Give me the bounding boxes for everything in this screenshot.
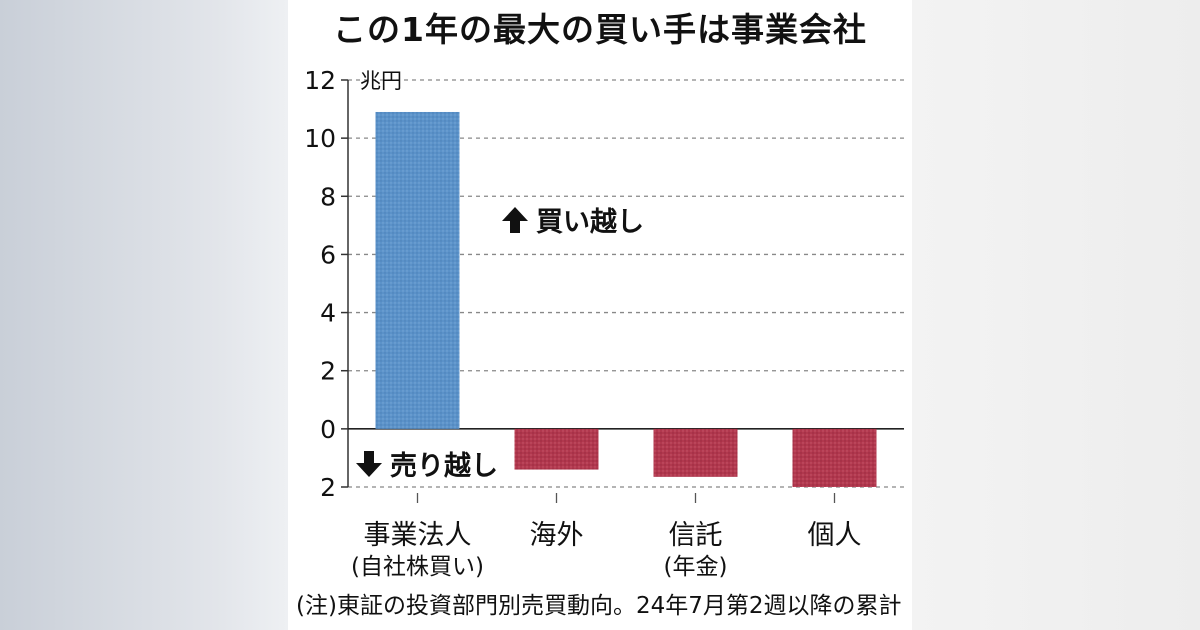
buy-annotation: 買い越し: [500, 205, 644, 240]
y-tick-label: 2: [320, 473, 336, 502]
y-tick-label: 4: [320, 299, 336, 328]
x-category-name: 個人: [807, 520, 862, 551]
buy-annotation-label: 買い越し: [536, 207, 644, 238]
bar-chart: 12 10 8 6 4 2 0 2 兆円: [304, 66, 904, 503]
x-category-name: 信託: [668, 520, 723, 551]
y-tick-label: 12: [304, 66, 336, 95]
x-category-sub: (自社株買い): [351, 554, 484, 580]
y-tick-label: 8: [320, 182, 336, 211]
bar-海外: [514, 428, 599, 470]
y-tick-label: 2: [320, 357, 336, 386]
chart-panel: この1年の最大の買い手は事業会社 12 10 8 6 4 2 0 2 兆円 買い越し 売り越し: [288, 0, 912, 630]
sell-annotation: 売り越し: [354, 449, 498, 484]
bar-事業法人: [375, 111, 460, 429]
x-category-label: 事業法人 (自社株買い): [343, 520, 493, 582]
footnote: (注)東証の投資部門別売買動向。24年7月第2週以降の累計: [296, 593, 902, 619]
y-tick-label: 6: [320, 240, 336, 269]
x-category-label: 海外: [482, 520, 632, 552]
x-category-label: 信託 (年金): [621, 520, 771, 582]
arrow-up-icon: [502, 207, 528, 233]
chart-title: この1年の最大の買い手は事業会社: [333, 10, 867, 49]
bar-信託: [653, 428, 738, 477]
y-axis-unit-label: 兆円: [360, 69, 402, 93]
y-tick-label: 10: [304, 124, 336, 153]
arrow-down-icon: [356, 451, 382, 477]
bar-個人: [792, 428, 877, 487]
x-category-label: 個人: [760, 520, 910, 552]
x-category-name: 海外: [529, 520, 584, 551]
x-category-name: 事業法人: [363, 520, 472, 551]
x-category-sub: (年金): [663, 554, 728, 580]
sell-annotation-label: 売り越し: [390, 451, 498, 482]
y-tick-label: 0: [320, 415, 336, 444]
bars: [375, 111, 877, 487]
